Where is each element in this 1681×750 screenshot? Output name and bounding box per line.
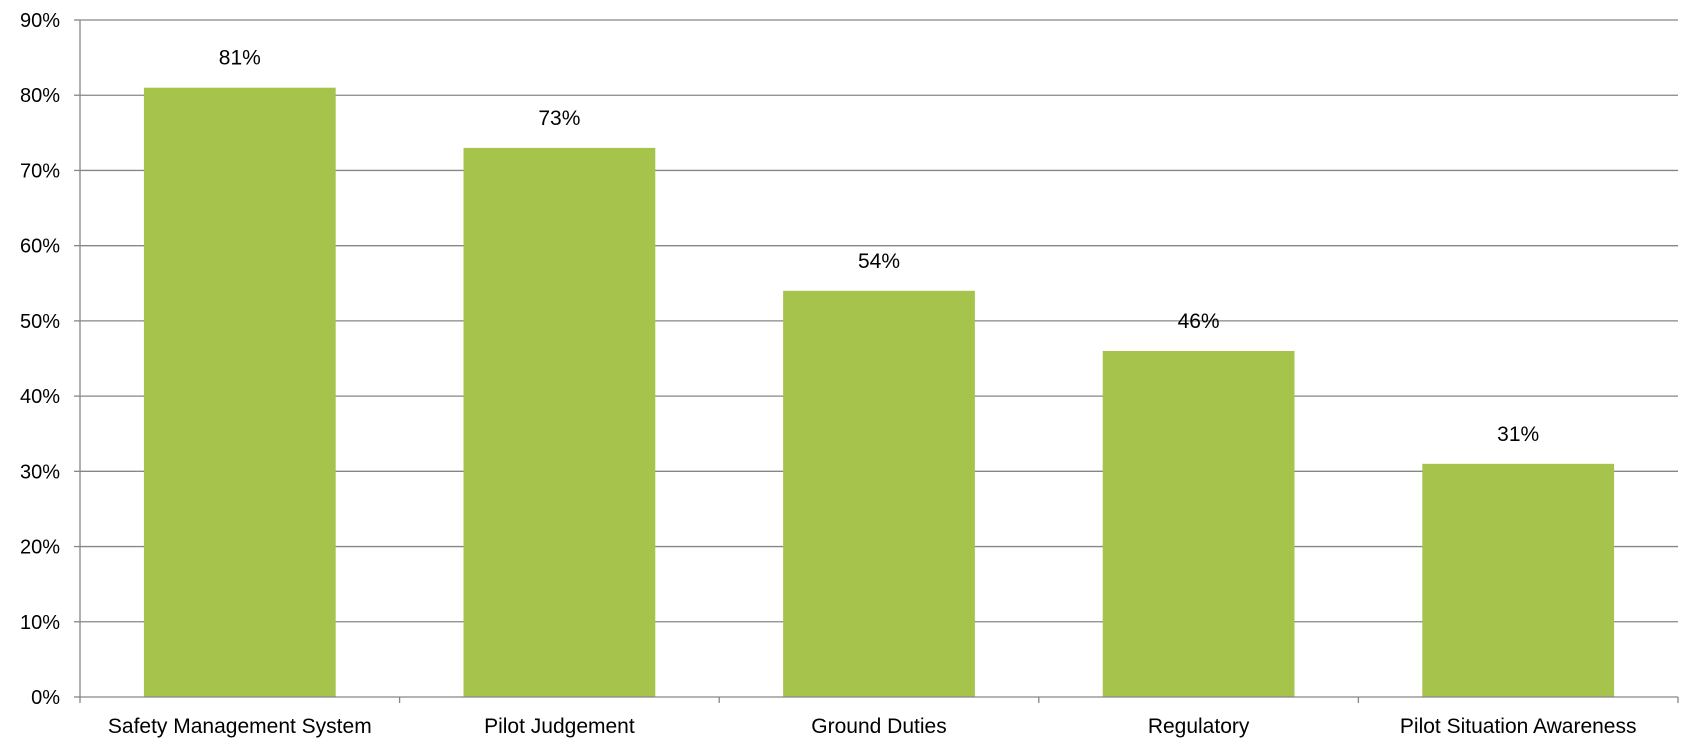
bar	[1102, 350, 1295, 697]
y-tick-label: 20%	[20, 537, 60, 559]
bar	[143, 87, 336, 697]
y-tick-label: 30%	[20, 461, 60, 483]
bar	[1422, 463, 1615, 697]
category-labels: Safety Management System Pilot Judgement G…	[108, 715, 1637, 738]
data-label: 73%	[538, 107, 580, 130]
y-tick-label: 90%	[20, 10, 60, 32]
y-tick-label: 70%	[20, 160, 60, 182]
axes	[74, 19, 1679, 703]
data-label: 31%	[1497, 423, 1539, 446]
data-label: 54%	[858, 250, 900, 273]
category-label: Regulatory	[1148, 715, 1250, 738]
y-tick-label: 60%	[20, 236, 60, 258]
y-tick-labels: 0% 10% 20% 30% 40% 50% 60% 70% 80% 90%	[20, 10, 60, 709]
data-label: 46%	[1178, 310, 1220, 333]
category-label: Pilot Judgement	[484, 715, 635, 738]
category-label: Pilot Situation Awareness	[1400, 715, 1637, 738]
category-label: Ground Duties	[811, 715, 946, 738]
category-label: Safety Management System	[108, 715, 372, 738]
bars	[143, 87, 1615, 697]
bar	[463, 147, 656, 697]
y-tick-label: 80%	[20, 85, 60, 107]
y-tick-label: 0%	[31, 687, 60, 709]
data-labels: 81% 73% 54% 46% 31%	[219, 47, 1539, 446]
data-label: 81%	[219, 47, 261, 70]
y-tick-label: 50%	[20, 311, 60, 333]
bar	[783, 290, 975, 697]
y-tick-label: 10%	[20, 612, 60, 634]
y-tick-label: 40%	[20, 386, 60, 408]
